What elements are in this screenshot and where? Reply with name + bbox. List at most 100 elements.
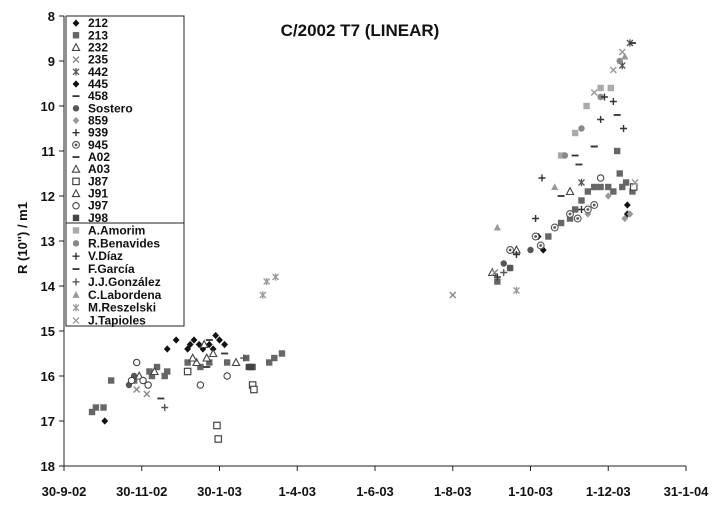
data-point — [500, 260, 507, 267]
legend-marker — [72, 129, 80, 137]
series-group — [557, 84, 614, 159]
data-point — [266, 359, 273, 366]
data-point — [202, 353, 212, 362]
data-point — [605, 183, 612, 191]
data-point — [527, 246, 534, 254]
data-point — [190, 336, 198, 344]
legend-marker — [72, 177, 80, 186]
data-point — [583, 205, 592, 214]
x-tick-label: 30-9-02 — [42, 484, 87, 499]
x-tick-label: 30-11-02 — [116, 484, 167, 499]
series-group — [590, 48, 639, 186]
legend-item: J87 — [72, 174, 108, 188]
legend-marker — [72, 80, 80, 88]
data-point — [596, 174, 605, 182]
data-point — [578, 178, 585, 187]
data-point — [101, 417, 109, 425]
data-point — [272, 273, 280, 281]
data-point — [583, 102, 590, 110]
data-point — [550, 223, 559, 232]
legend-item: V.Díaz — [72, 249, 123, 263]
series-group — [127, 174, 605, 389]
data-point — [149, 366, 160, 376]
data-point — [196, 381, 205, 389]
data-point — [188, 353, 198, 362]
data-point — [216, 336, 223, 344]
data-point — [531, 232, 540, 241]
data-point — [221, 340, 228, 349]
legend-marker — [72, 201, 80, 210]
data-point — [631, 179, 639, 186]
legend-label: J.Tapioles — [88, 314, 146, 328]
legend-label: J87 — [88, 174, 108, 188]
data-point — [213, 421, 221, 430]
x-tick-label: 1-8-03 — [434, 484, 472, 499]
legend: 212213232235442445458Sostero859939945A02… — [65, 15, 185, 328]
data-point — [132, 358, 141, 367]
legend-item: C.Labordena — [72, 288, 162, 302]
data-point — [214, 435, 223, 443]
legend-label: 945 — [88, 138, 108, 152]
data-point — [248, 363, 255, 371]
legend-marker — [72, 56, 80, 64]
data-point — [620, 125, 628, 132]
data-point — [259, 291, 267, 299]
x-tick-label: 1-4-03 — [278, 484, 316, 499]
data-point — [604, 192, 612, 200]
legend-item: A03 — [71, 162, 110, 176]
data-point — [616, 170, 623, 177]
legend-label: R.Benavides — [88, 236, 160, 250]
series-group — [532, 98, 628, 222]
legend-marker — [71, 164, 81, 173]
legend-item: 939 — [72, 126, 108, 140]
y-tick-label: 16 — [41, 369, 55, 384]
data-point — [263, 277, 271, 286]
legend-item: F.García — [72, 262, 135, 276]
data-point — [134, 371, 144, 380]
legend-label: J91 — [88, 187, 108, 201]
legend-item: Sostero — [72, 101, 133, 115]
legend-marker — [72, 116, 80, 125]
data-point — [591, 183, 598, 191]
legend-marker — [71, 188, 81, 198]
y-tick-label: 13 — [41, 234, 55, 249]
legend-marker — [72, 278, 80, 286]
data-point — [551, 183, 559, 190]
legend-label: 939 — [88, 126, 108, 140]
data-point — [139, 376, 147, 385]
data-point — [607, 84, 614, 92]
legend-marker — [72, 140, 80, 149]
data-point — [623, 201, 631, 209]
legend-label: 458 — [88, 89, 108, 103]
data-point — [271, 354, 278, 362]
legend-label: A.Amorim — [88, 223, 145, 237]
legend-item: J91 — [71, 187, 108, 201]
data-marks — [88, 39, 639, 443]
legend-marker — [72, 240, 80, 247]
data-point — [250, 385, 258, 394]
series-group — [133, 269, 499, 398]
data-point — [449, 291, 457, 299]
data-point — [590, 89, 598, 96]
x-tick-label: 30-1-03 — [197, 484, 242, 499]
y-tick-label: 8 — [48, 9, 55, 24]
legend-item: J98 — [72, 211, 108, 225]
data-point — [613, 147, 621, 155]
data-point — [500, 269, 508, 276]
data-point — [172, 336, 180, 344]
y-axis-title: R (10'') / m1 — [15, 202, 30, 274]
legend-label: C.Labordena — [88, 288, 162, 302]
axes: 8 9 10 11 12 13 14 15 16 17 18 30-9-02 30-11-02 30-1-… — [41, 9, 710, 499]
x-tick-label: 31-1-04 — [664, 484, 710, 499]
data-point — [146, 368, 153, 375]
data-point — [164, 368, 171, 375]
data-point — [92, 404, 100, 411]
data-point — [192, 357, 202, 367]
y-tick-label: 11 — [41, 144, 55, 159]
y-tick-label: 17 — [41, 414, 55, 429]
legend-item: 232 — [71, 40, 108, 54]
data-point — [571, 129, 579, 137]
data-point — [597, 116, 605, 123]
legend-marker — [72, 19, 80, 27]
